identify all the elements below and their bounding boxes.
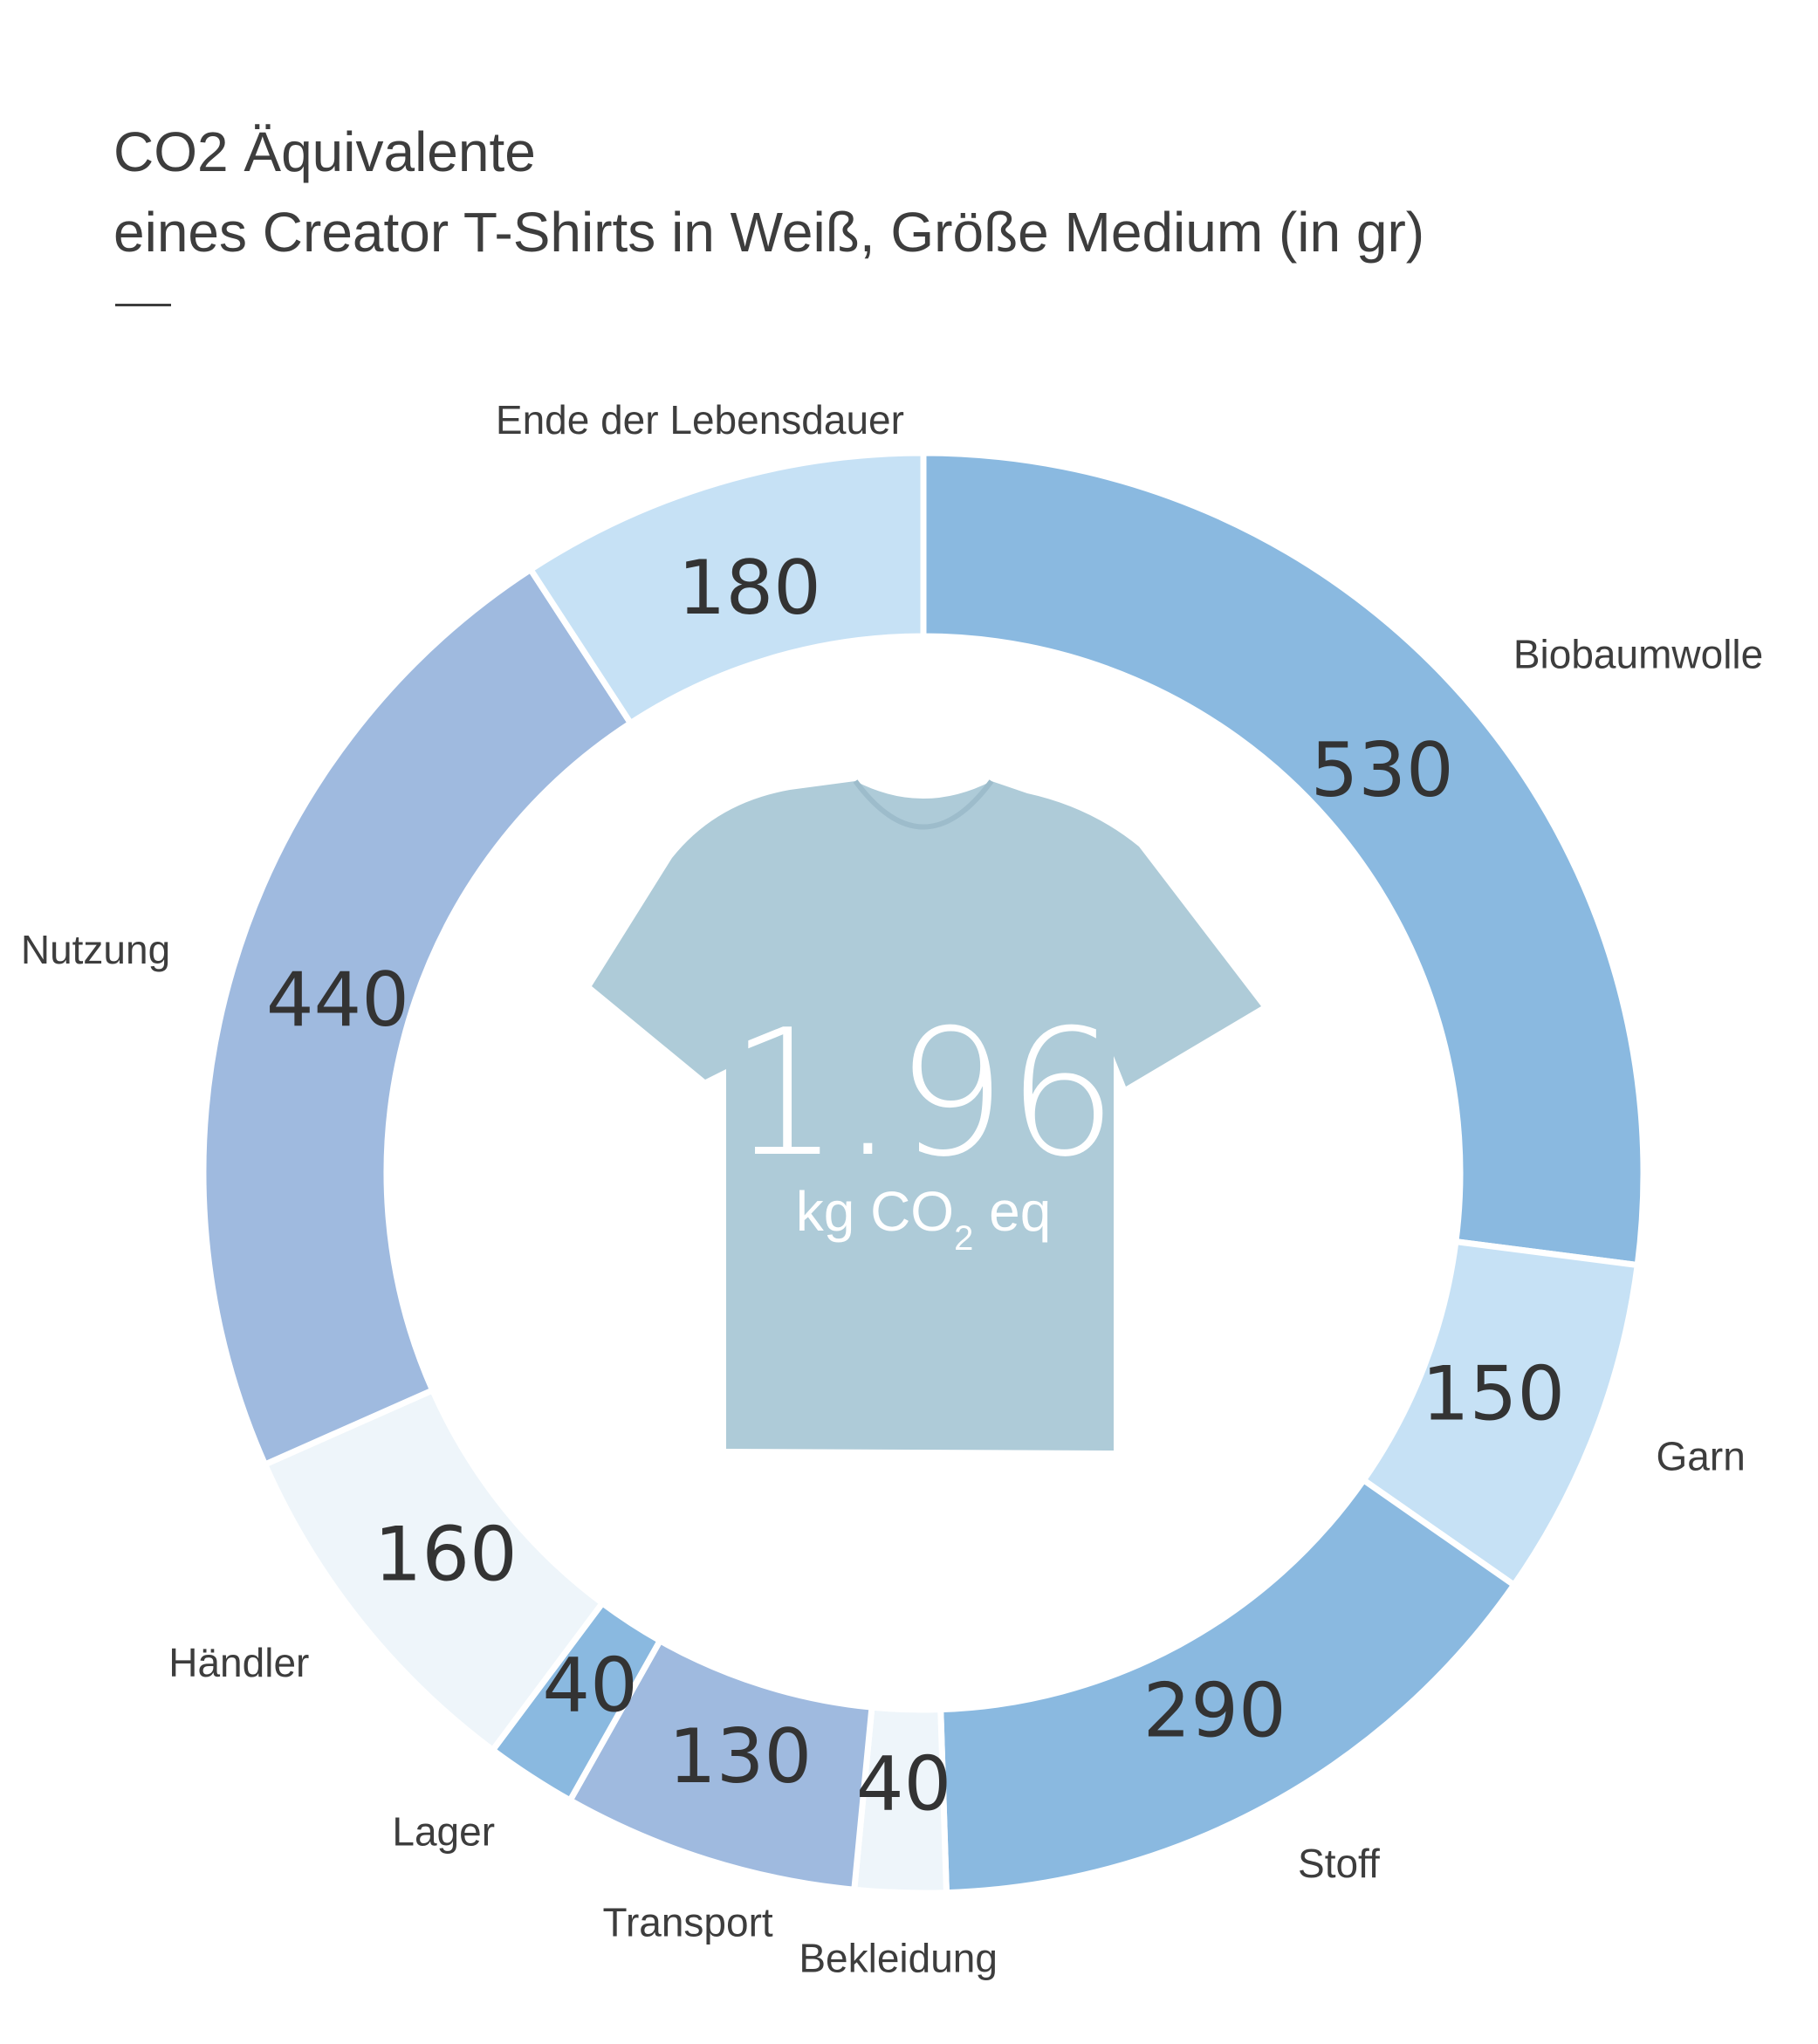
tshirt-body <box>592 781 1261 1451</box>
slice-value-nutzung: 440 <box>266 957 409 1044</box>
slice-stoff <box>937 1475 1519 1897</box>
slice-value-ende-der-lebensdauer: 180 <box>678 545 821 632</box>
chart-title-line-1: CO2 Äquivalente <box>113 120 536 183</box>
slice-ende-der-lebensdauer <box>526 449 927 728</box>
total-unit: kg CO2 eq <box>796 1180 1052 1258</box>
slice-label-ende-der-lebensdauer: Ende der Lebensdauer <box>496 397 904 442</box>
tshirt-collar <box>853 779 994 830</box>
donut-slices <box>200 449 1647 1897</box>
slice-value-biobaumwolle: 530 <box>1311 727 1454 814</box>
slice-label-garn: Garn <box>1657 1433 1746 1478</box>
total-value: 1.96 <box>729 992 1117 1196</box>
slice-value-stoff: 290 <box>1143 1667 1286 1754</box>
slice-category-labels: Biobaumwolle Garn Stoff Bekleidung Transport… <box>21 397 1763 1980</box>
slice-value-labels: 530 150 290 40 130 40 160 440 180 <box>266 545 1565 1828</box>
slice-label-biobaumwolle: Biobaumwolle <box>1513 632 1763 677</box>
slice-label-bekleidung: Bekleidung <box>799 1936 998 1981</box>
slice-biobaumwolle <box>920 449 1647 1269</box>
slice-label-handler: Händler <box>168 1640 309 1685</box>
slice-value-handler: 160 <box>374 1511 518 1598</box>
chart-subtitle: eines Creator T-Shirts in Weiß, Größe Me… <box>113 201 1425 264</box>
tshirt-image: 1.96 kg CO2 eq <box>592 779 1261 1451</box>
slice-value-transport: 130 <box>669 1713 812 1801</box>
chart-title: CO2 Äquivalente eines Creator T-Shirts i… <box>113 112 1424 272</box>
slice-value-garn: 150 <box>1422 1350 1565 1437</box>
slice-label-nutzung: Nutzung <box>21 927 170 972</box>
slice-nutzung <box>200 565 635 1469</box>
title-divider <box>115 304 171 306</box>
slice-value-lager: 40 <box>542 1643 637 1730</box>
slice-label-lager: Lager <box>392 1808 495 1854</box>
slice-label-transport: Transport <box>603 1900 773 1945</box>
slice-label-stoff: Stoff <box>1298 1841 1380 1886</box>
slice-value-bekleidung: 40 <box>856 1741 951 1828</box>
